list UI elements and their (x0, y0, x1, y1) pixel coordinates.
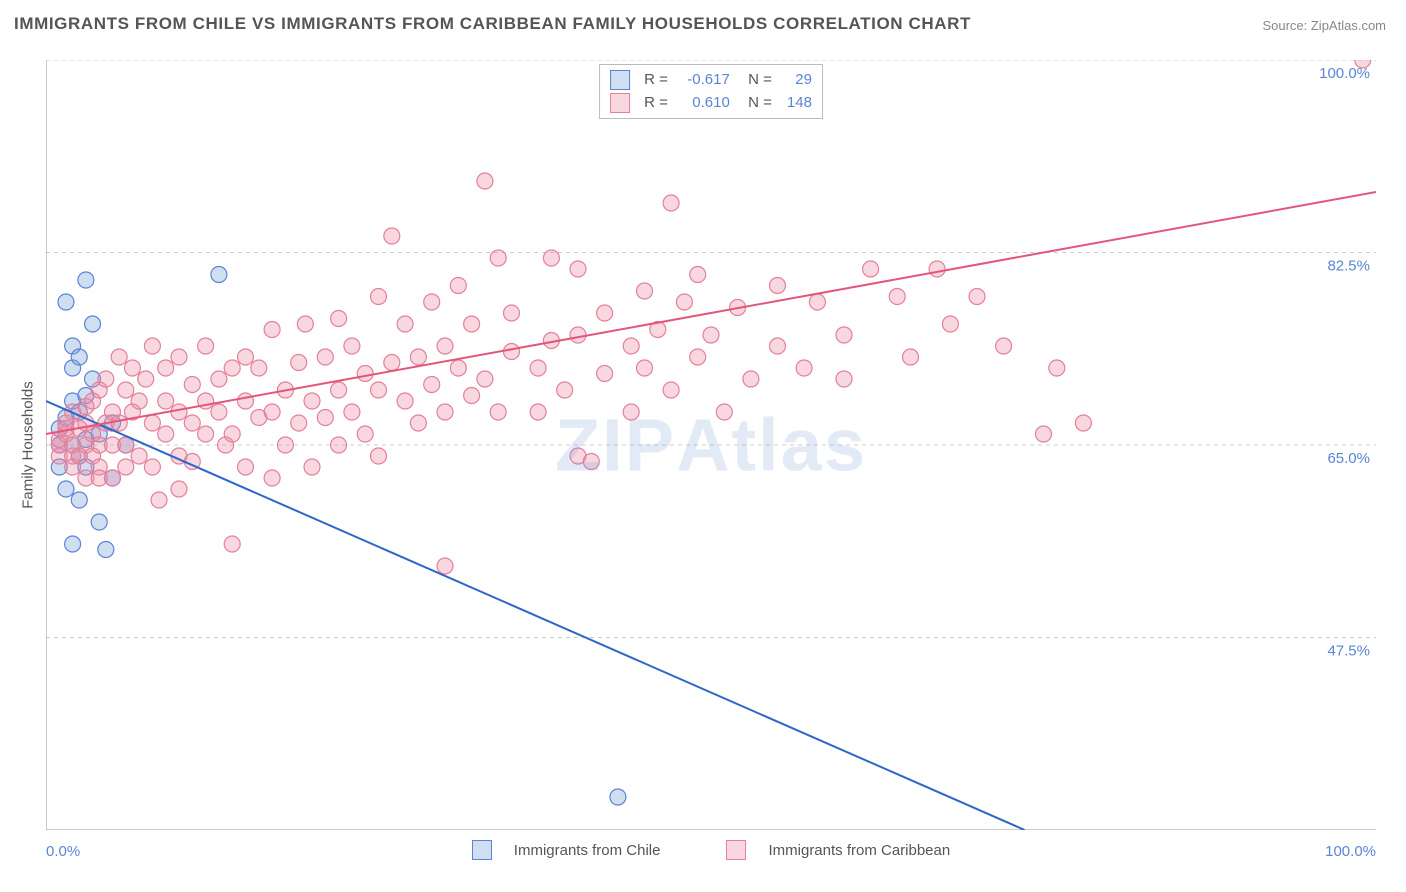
source-label: Source: ZipAtlas.com (1262, 18, 1386, 33)
swatch-icon (610, 70, 630, 90)
n-value: 29 (782, 69, 812, 92)
correlation-legend: R =-0.617 N =29 R =0.610 N =148 (599, 64, 823, 119)
correlation-chart: Family Households R =-0.617 N =29 R =0.6… (46, 60, 1376, 830)
scatter-plot-svg: 47.5%65.0%82.5%100.0% (46, 60, 1376, 830)
page-title: IMMIGRANTS FROM CHILE VS IMMIGRANTS FROM… (14, 14, 971, 34)
r-value: -0.617 (678, 69, 730, 92)
bottom-legend: Immigrants from Chile Immigrants from Ca… (46, 840, 1376, 860)
y-axis-label: Family Households (20, 381, 37, 509)
series-label: Immigrants from Chile (514, 842, 661, 859)
svg-text:65.0%: 65.0% (1327, 450, 1370, 467)
swatch-icon (472, 840, 492, 860)
svg-text:82.5%: 82.5% (1327, 258, 1370, 275)
n-value: 148 (782, 92, 812, 115)
r-value: 0.610 (678, 92, 730, 115)
svg-text:47.5%: 47.5% (1327, 643, 1370, 660)
legend-row-chile: R =-0.617 N =29 (610, 69, 812, 92)
swatch-icon (610, 93, 630, 113)
swatch-icon (726, 840, 746, 860)
legend-row-caribbean: R =0.610 N =148 (610, 92, 812, 115)
series-label: Immigrants from Caribbean (768, 842, 950, 859)
